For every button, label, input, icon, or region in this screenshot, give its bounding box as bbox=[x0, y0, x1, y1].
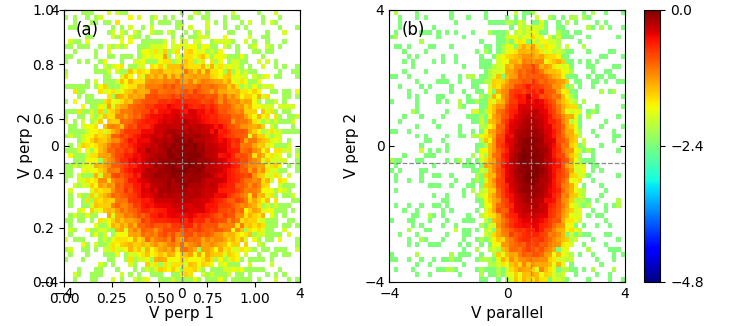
X-axis label: V perp 1: V perp 1 bbox=[149, 306, 215, 321]
Y-axis label: V perp 2: V perp 2 bbox=[18, 113, 33, 178]
Y-axis label: V perp 2: V perp 2 bbox=[343, 113, 358, 178]
X-axis label: V parallel: V parallel bbox=[471, 306, 544, 321]
Text: (a): (a) bbox=[76, 21, 99, 39]
Text: (b): (b) bbox=[401, 21, 425, 39]
